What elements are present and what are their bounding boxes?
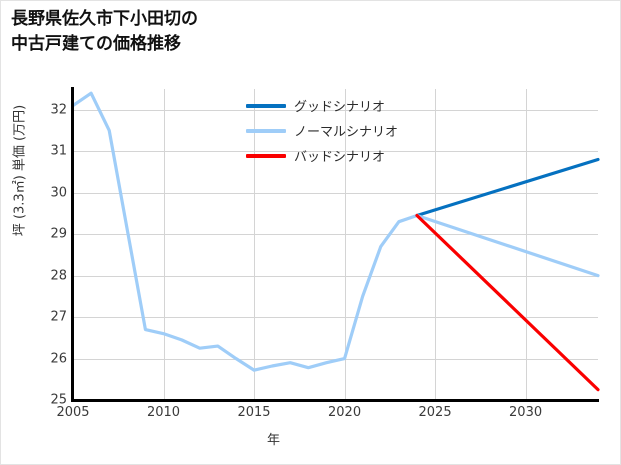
gridline-horizontal [73,151,598,153]
series-lines [71,91,600,392]
legend-swatch-icon [246,128,286,133]
y-tick-label: 27 [50,309,67,325]
y-tick-label: 32 [50,102,67,118]
y-tick-label: 26 [50,351,67,367]
gridline-horizontal [73,275,598,277]
y-tick-label: 30 [50,185,67,201]
x-tick-label: 2020 [328,405,362,420]
y-tick-label: 25 [50,392,67,408]
x-tick-label: 2025 [418,405,452,420]
x-axis-label-text: 年 [266,433,280,448]
series-line [415,213,600,392]
page-title: 長野県佐久市下小田切の 中古戸建ての価格推移 [11,9,198,54]
gridline-horizontal [73,317,598,319]
series-line [71,91,600,372]
gridline-vertical [525,89,527,400]
chart-legend: グッドシナリオ ノーマルシナリオ バッドシナリオ [246,93,436,168]
y-tick-label: 31 [50,143,67,159]
x-tick-label: 2015 [237,405,271,420]
gridline-horizontal [73,109,598,111]
y-axis-ticks: 25 26 27 28 29 30 31 32 [35,1,67,464]
legend-item-label: ノーマルシナリオ [294,125,399,140]
gridline-vertical [344,89,346,400]
x-axis-label: 年 [1,429,620,448]
gridline-vertical [254,89,256,400]
gridline-horizontal [73,192,598,194]
y-tick-label: 28 [50,268,67,284]
legend-swatch-icon [246,103,286,108]
plot-area [71,89,600,401]
legend-item-label: バッドシナリオ [294,150,386,165]
y-tick-label: 29 [50,226,67,242]
y-axis-spine [71,87,74,402]
x-axis-spine [71,399,599,402]
x-tick-label: 2005 [56,405,90,420]
x-tick-label: 2010 [146,405,181,420]
gridline-vertical [435,89,437,400]
gridline-horizontal [73,234,598,236]
legend-swatch-icon [246,153,286,158]
x-tick-label: 2030 [509,405,543,420]
legend-item[interactable]: ノーマルシナリオ [246,118,436,143]
legend-item[interactable]: グッドシナリオ [246,93,436,118]
y-axis-label: 坪 (3.3㎡) 単価 (万円) [12,104,28,237]
legend-item[interactable]: バッドシナリオ [246,143,436,168]
series-line [415,157,600,218]
gridline-vertical [163,89,165,400]
legend-item-label: グッドシナリオ [294,100,386,115]
